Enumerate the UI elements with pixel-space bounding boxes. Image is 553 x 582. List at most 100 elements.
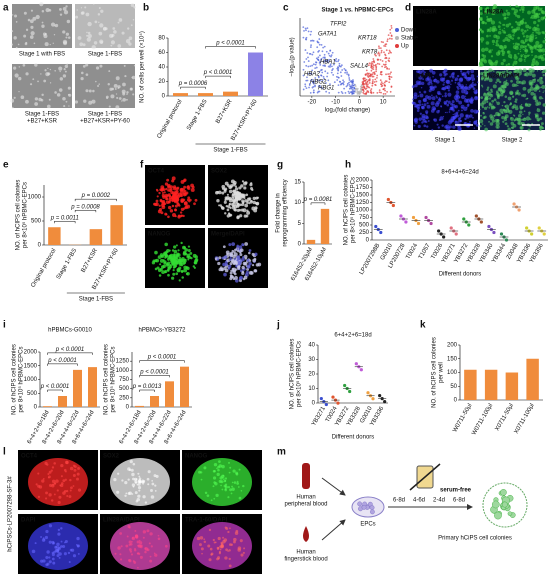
texture [470,83,475,88]
texture [10,43,14,46]
panel-letter: j [276,320,280,331]
volcano-point [317,79,319,82]
x-tick-label: Stage 1-FBS [186,99,208,132]
texture [541,84,546,90]
volcano-point [310,30,313,33]
texture [243,547,246,550]
texture [516,14,521,19]
volcano-point [373,81,376,83]
panel-letter: k [420,320,426,331]
texture [227,496,230,499]
texture [77,467,81,470]
arrow [321,477,346,496]
volcano-point [302,88,305,91]
texture [498,73,503,77]
texture [431,128,434,131]
texture [212,476,217,480]
texture [150,545,153,548]
texture [411,85,415,89]
texture [495,43,500,47]
texture [257,262,262,267]
volcano-point [307,30,310,33]
texture [505,75,508,78]
volcano-point [335,57,338,60]
texture [483,59,488,64]
volcano-point [366,72,369,75]
volcano-point [315,61,318,64]
texture [176,267,181,272]
volcano-point [346,73,348,75]
volcano-point [312,63,315,66]
texture [464,122,467,125]
texture [44,69,47,72]
texture [422,98,427,102]
cell [369,509,375,515]
texture [45,529,49,534]
texture [503,27,505,30]
texture [538,12,541,16]
texture [77,488,82,492]
texture [82,64,86,68]
texture [187,255,192,259]
texture [500,49,504,53]
texture [443,68,448,73]
texture [35,483,38,486]
texture [486,28,490,32]
texture [113,30,117,34]
texture [489,61,494,66]
texture [68,495,72,498]
texture [196,536,201,541]
texture [229,262,233,266]
volcano-point [326,75,329,78]
texture [495,121,500,126]
y-axis-label: reprogramming efficiency [283,179,289,246]
volcano-point [339,65,342,68]
group-label: Stage 1-FBS [79,297,113,303]
texture [490,55,494,58]
texture [466,70,470,74]
volcano-point [305,87,308,89]
texture [147,483,150,486]
texture [87,34,92,39]
texture [522,11,524,14]
texture [218,256,222,260]
texture [60,540,63,543]
texture [129,460,133,464]
texture [228,461,231,464]
texture [92,89,95,93]
texture [57,528,61,532]
texture [50,469,53,472]
volcano-point [380,41,383,43]
bracket [74,209,97,213]
texture [14,14,18,18]
y-axis-label: NO. of hCIPS cell colonies [344,175,350,246]
bracket [180,86,206,90]
texture [201,552,203,555]
image-label: LIN28A [483,10,504,16]
texture [222,536,225,539]
texture [171,179,175,183]
dot [383,400,387,404]
texture [464,73,467,76]
texture [57,549,60,552]
texture [519,20,522,23]
texture [515,106,519,111]
texture [168,254,172,258]
volcano-point [311,53,314,56]
texture [444,125,448,129]
texture [229,253,234,258]
texture [491,49,493,51]
volcano-point [370,65,373,68]
texture [537,119,540,122]
texture [59,7,62,11]
texture [114,552,117,555]
texture [495,101,498,103]
volcano-point [386,40,389,43]
texture [422,73,425,76]
texture [488,106,491,109]
volcano-point [306,76,308,79]
texture [167,269,170,272]
volcano-point [388,75,391,78]
texture [527,103,531,108]
texture [237,546,242,550]
